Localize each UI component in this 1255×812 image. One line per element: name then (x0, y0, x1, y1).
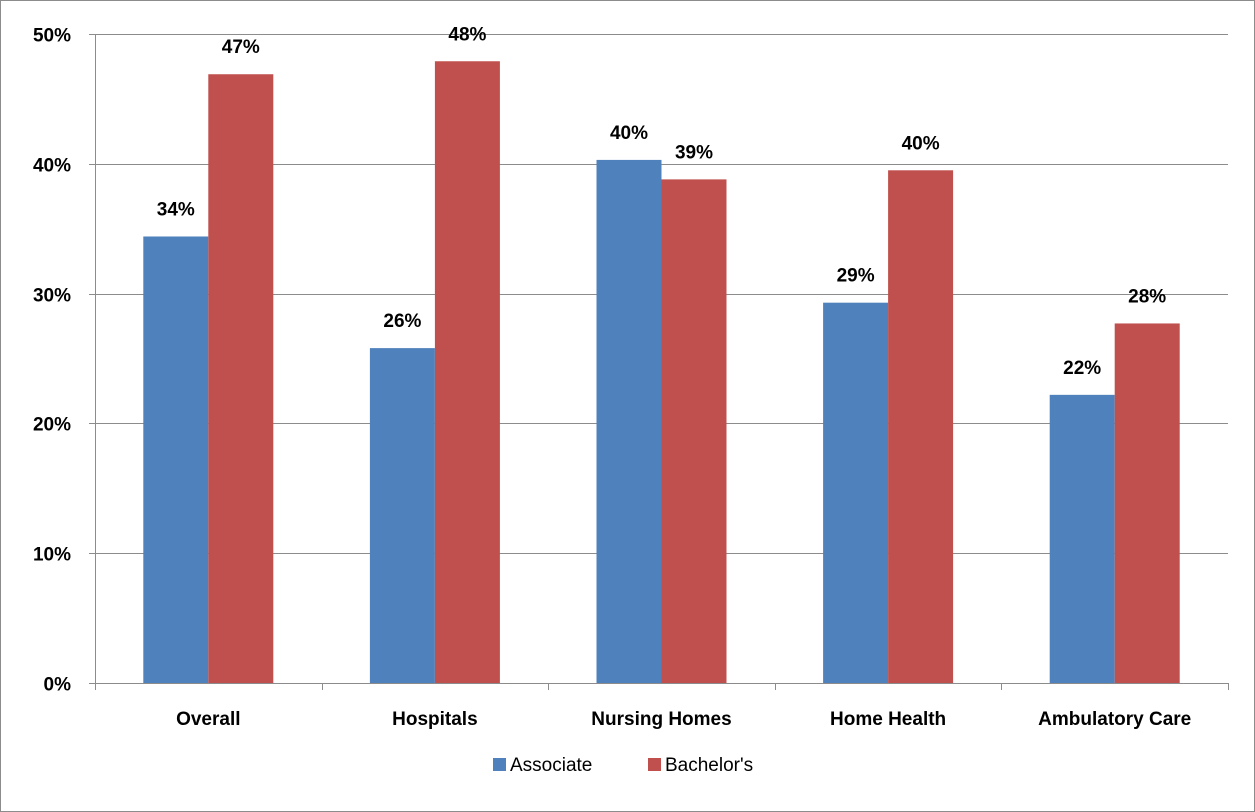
x-category-label: Hospitals (392, 709, 478, 730)
x-category-label: Home Health (830, 709, 946, 730)
legend-label: Associate (510, 755, 592, 776)
legend: Associate Bachelor's (493, 755, 753, 776)
y-tick-label: 30% (33, 286, 71, 307)
axes: 0% 10% 20% 30% 40% 50% Overall Hospitals Nursing… (33, 26, 1229, 730)
y-tick-label: 40% (33, 156, 71, 177)
bar (823, 302, 889, 683)
bar (1049, 394, 1115, 683)
bars (143, 61, 1180, 684)
data-labels: 34% 47% 26% 48% 40% 39% 29% 40% 22% 28% (157, 24, 1167, 379)
y-tick-label: 50% (33, 26, 71, 47)
bar (661, 179, 727, 683)
bar (434, 61, 500, 684)
data-label: 34% (157, 199, 195, 220)
data-label: 40% (902, 133, 940, 154)
data-label: 47% (222, 37, 260, 58)
data-label: 48% (448, 24, 486, 45)
bar (1114, 323, 1180, 683)
x-category-label: Overall (176, 709, 240, 730)
data-label: 22% (1063, 358, 1101, 379)
bar (888, 170, 954, 684)
legend-swatch (648, 758, 661, 771)
data-label: 26% (383, 311, 421, 332)
x-category-label: Ambulatory Care (1038, 709, 1191, 730)
bar (208, 74, 274, 684)
data-label: 28% (1128, 286, 1166, 307)
data-label: 40% (610, 123, 648, 144)
data-label: 29% (837, 266, 875, 287)
legend-label: Bachelor's (665, 755, 753, 776)
y-tick-label: 10% (33, 545, 71, 566)
x-category-label: Nursing Homes (591, 709, 731, 730)
bar (369, 348, 435, 683)
y-tick-label: 0% (44, 675, 72, 696)
legend-swatch (493, 758, 506, 771)
data-label: 39% (675, 142, 713, 163)
y-tick-label: 20% (33, 415, 71, 436)
bar (596, 159, 662, 683)
bar (143, 236, 209, 683)
